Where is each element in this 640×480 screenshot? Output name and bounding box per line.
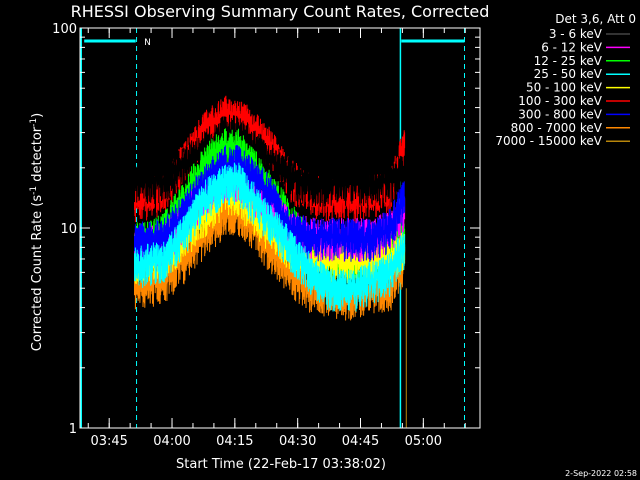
x-tick-label: 04:15 [216,434,253,449]
x-tick-label: 04:30 [279,434,316,449]
y-tick-label: 1 [69,422,77,437]
legend-label: 12 - 25 keV [534,54,603,68]
timestamp: 2-Sep-2022 02:58 [565,469,637,478]
series-300-800kev [134,144,406,266]
series-3-6kev [134,114,406,207]
legend-label: 25 - 50 keV [534,67,603,81]
legend-label: 800 - 7000 keV [511,121,603,135]
chart-title: RHESSI Observing Summary Count Rates, Co… [71,2,490,21]
x-tick-label: 04:00 [153,434,190,449]
y-axis-label: Corrected Count Rate (s-1 detector-1) [29,113,45,351]
x-tick-label: 05:00 [405,434,442,449]
legend-label: 50 - 100 keV [526,81,603,95]
y-tick-label: 10 [60,222,77,237]
axes: 1 10 100 03:45 04:00 04:15 04:30 04:45 05:00 [52,22,480,449]
legend-label: 100 - 300 keV [518,94,602,108]
y-tick-label: 100 [52,22,77,37]
x-axis-label: Start Time (22-Feb-17 03:38:02) [176,457,386,472]
x-tick-label: 04:45 [342,434,379,449]
flag-label: N [144,38,151,48]
x-tick-label: 03:45 [90,434,127,449]
legend-label: 300 - 800 keV [518,107,602,121]
legend-label: 6 - 12 keV [541,40,603,54]
series-25-50kev [134,162,406,312]
legend-label: 7000 - 15000 keV [495,134,602,148]
legend-label: 3 - 6 keV [549,27,603,41]
series-layer [134,95,407,428]
legend-title: Det 3,6, Att 0 [555,12,636,26]
